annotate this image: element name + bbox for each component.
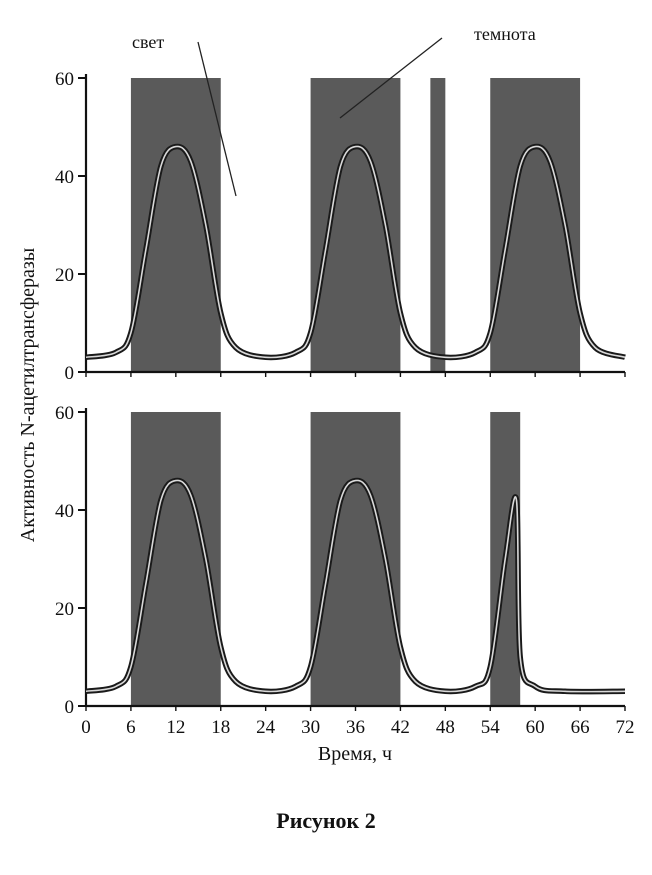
activity-curve (85, 479, 626, 693)
x-tick-label: 0 (81, 717, 91, 738)
y-tick-label: 20 (55, 599, 74, 620)
activity-curve (85, 145, 626, 359)
figure-caption: Рисунок 2 (276, 808, 376, 833)
y-axis-title: Активность N-ацетилтрансферазы (17, 248, 39, 542)
y-tick-label: 60 (55, 403, 74, 424)
y-tick-label: 60 (55, 69, 74, 90)
chart-panels: 0 20 40 60 0 20 40 60 0 6 12 18 24 30 36 42 48 54 60 66 72 (55, 69, 635, 738)
x-tick-label: 72 (616, 717, 635, 738)
dark-period-bar (430, 78, 446, 372)
annotation-dark-pointer (339, 37, 443, 119)
y-tick-label: 40 (55, 501, 74, 522)
x-tick-label: 18 (211, 717, 230, 738)
x-tick-label: 42 (391, 717, 410, 738)
y-tick-label: 0 (65, 363, 75, 384)
annotation-dark: темнота (474, 24, 536, 44)
x-tick-label: 66 (571, 717, 590, 738)
annotation-light: свет (132, 32, 164, 52)
x-tick-label: 24 (256, 717, 276, 738)
y-tick-label: 20 (55, 265, 74, 286)
y-tick-label: 40 (55, 167, 74, 188)
x-tick-label: 60 (526, 717, 545, 738)
x-tick-label: 12 (166, 717, 185, 738)
x-tick-label: 30 (301, 717, 320, 738)
x-tick-label: 54 (481, 717, 501, 738)
annotation-light-pointer (197, 41, 237, 197)
x-axis-title: Время, ч (318, 743, 392, 765)
x-tick-label: 6 (126, 717, 136, 738)
panel-2: 0 20 40 60 (55, 403, 626, 718)
x-tick-label: 48 (436, 717, 455, 738)
y-tick-label: 0 (65, 697, 75, 718)
x-tick-label: 36 (346, 717, 365, 738)
panel-1: 0 20 40 60 (55, 69, 626, 384)
